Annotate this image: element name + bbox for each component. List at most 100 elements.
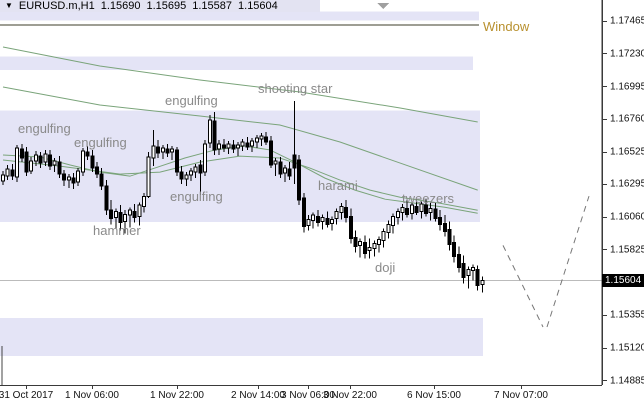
bull-candle-body (137, 204, 142, 217)
bear-candle-body (264, 136, 269, 143)
bull-candle-body (80, 150, 85, 173)
bear-candle-body (156, 146, 161, 154)
bear-candle-body (212, 120, 217, 151)
time-tick-mark (434, 386, 435, 389)
pattern-annotation-label: shooting star (258, 81, 333, 96)
bear-candle-body (447, 228, 452, 245)
pattern-zone (0, 110, 480, 222)
pattern-annotation-label: doji (375, 260, 395, 275)
price-tick-mark (603, 249, 607, 251)
bull-candle-body (395, 210, 400, 218)
bear-candle-body (268, 140, 273, 166)
bear-candle-body (198, 164, 203, 174)
time-tick-label: 2 Nov 14:00 (231, 390, 285, 401)
bear-candle-body (292, 154, 297, 169)
bull-candle-body (52, 160, 57, 166)
bear-candle-body (278, 161, 283, 175)
pattern-annotation-label: engulfing (170, 189, 223, 204)
pattern-annotation-label: hammer (93, 223, 141, 238)
bear-candle-body (85, 151, 90, 157)
bear-candle-body (461, 262, 466, 279)
time-tick-mark (308, 386, 309, 389)
bull-candle-body (367, 246, 372, 251)
time-tick-label: 1 Nov 06:00 (65, 390, 119, 401)
bear-candle-body (90, 155, 95, 169)
bear-candle-body (348, 215, 353, 239)
ma-slow (2, 86, 478, 191)
bear-candle-body (57, 161, 62, 175)
price-tick-label: 1.15120 (610, 342, 644, 354)
bull-candle-body (306, 218, 311, 226)
bull-candle-body (33, 154, 38, 162)
bull-candle-body (372, 242, 377, 249)
header-close-value: 1.15604 (238, 0, 278, 12)
bull-candle-body (226, 143, 231, 149)
price-tick-mark (603, 216, 607, 218)
bull-candle-body (146, 156, 151, 197)
price-tick-label: 1.16760 (610, 113, 644, 125)
bear-candle-body (109, 209, 114, 219)
bear-candle-body (24, 151, 29, 173)
time-tick-label: 3 Nov 22:00 (323, 390, 377, 401)
bull-candle-body (113, 210, 118, 218)
bear-candle-body (62, 173, 67, 181)
bear-candle-body (231, 144, 236, 150)
bull-candle-body (193, 166, 198, 173)
ma-slowest (2, 46, 478, 123)
bull-candle-body (339, 205, 344, 213)
bull-candle-body (381, 230, 386, 241)
bear-candle-body (325, 217, 330, 225)
bear-candle-body (287, 168, 292, 177)
bear-candle-body (424, 204, 428, 214)
chart-shift-marker-icon (377, 3, 389, 9)
bear-candle-body (452, 241, 457, 258)
time-tick-label: 1 Nov 22:00 (150, 390, 204, 401)
pattern-annotation-label: tweezers (402, 191, 455, 206)
time-axis[interactable]: 31 Oct 2017 1 Nov 06:00 1 Nov 22:00 2 Nov 1… (0, 385, 644, 409)
bull-candle-body (254, 137, 259, 143)
bull-candle-body (471, 267, 475, 271)
bull-candle-body (240, 141, 245, 147)
bear-candle-body (438, 216, 443, 225)
bull-candle-body (419, 203, 424, 212)
price-tick-label: 1.16295 (610, 178, 644, 190)
bull-candle-body (428, 207, 433, 213)
bull-candle-body (160, 147, 165, 153)
bull-candle-body (15, 147, 20, 178)
bear-candle-body (245, 142, 250, 148)
pattern-annotation-label: engulfing (18, 121, 71, 136)
bear-candle-body (315, 215, 320, 223)
bull-candle-body (127, 209, 132, 216)
time-axis-line (0, 385, 602, 386)
price-tick-mark (603, 347, 607, 349)
bear-candle-body (475, 268, 480, 287)
price-tick-label: 1.16995 (610, 81, 644, 93)
price-tick-mark (603, 380, 607, 382)
bull-candle-body (466, 268, 471, 276)
bull-candle-body (217, 143, 222, 150)
current-price-badge: 1.15604 (602, 274, 644, 288)
bull-candle-body (283, 167, 287, 174)
bear-candle-body (71, 177, 76, 184)
symbol-dropdown-icon[interactable]: ▼ (5, 1, 13, 10)
time-tick-mark (350, 386, 351, 389)
time-tick-label: 31 Oct 2017 (0, 390, 54, 401)
time-tick-mark (26, 386, 27, 389)
bear-candle-body (118, 211, 123, 223)
projection-dashed-line (502, 245, 544, 328)
bull-candle-body (1, 174, 5, 182)
bull-candle-body (273, 160, 278, 165)
bull-candle-body (29, 160, 34, 172)
bear-candle-body (132, 210, 137, 218)
price-tick-label: 1.14885 (610, 375, 644, 387)
pattern-annotation-label: engulfing (165, 93, 218, 108)
bear-candle-body (344, 206, 349, 218)
bear-candle-body (301, 197, 306, 227)
bear-candle-body (414, 205, 419, 213)
bull-candle-body (377, 238, 381, 245)
price-axis[interactable]: 1.17465 1.17230 1.16995 1.16760 1.16525 1.162… (602, 0, 644, 387)
bear-candle-body (362, 241, 367, 254)
price-tick-mark (603, 20, 607, 22)
